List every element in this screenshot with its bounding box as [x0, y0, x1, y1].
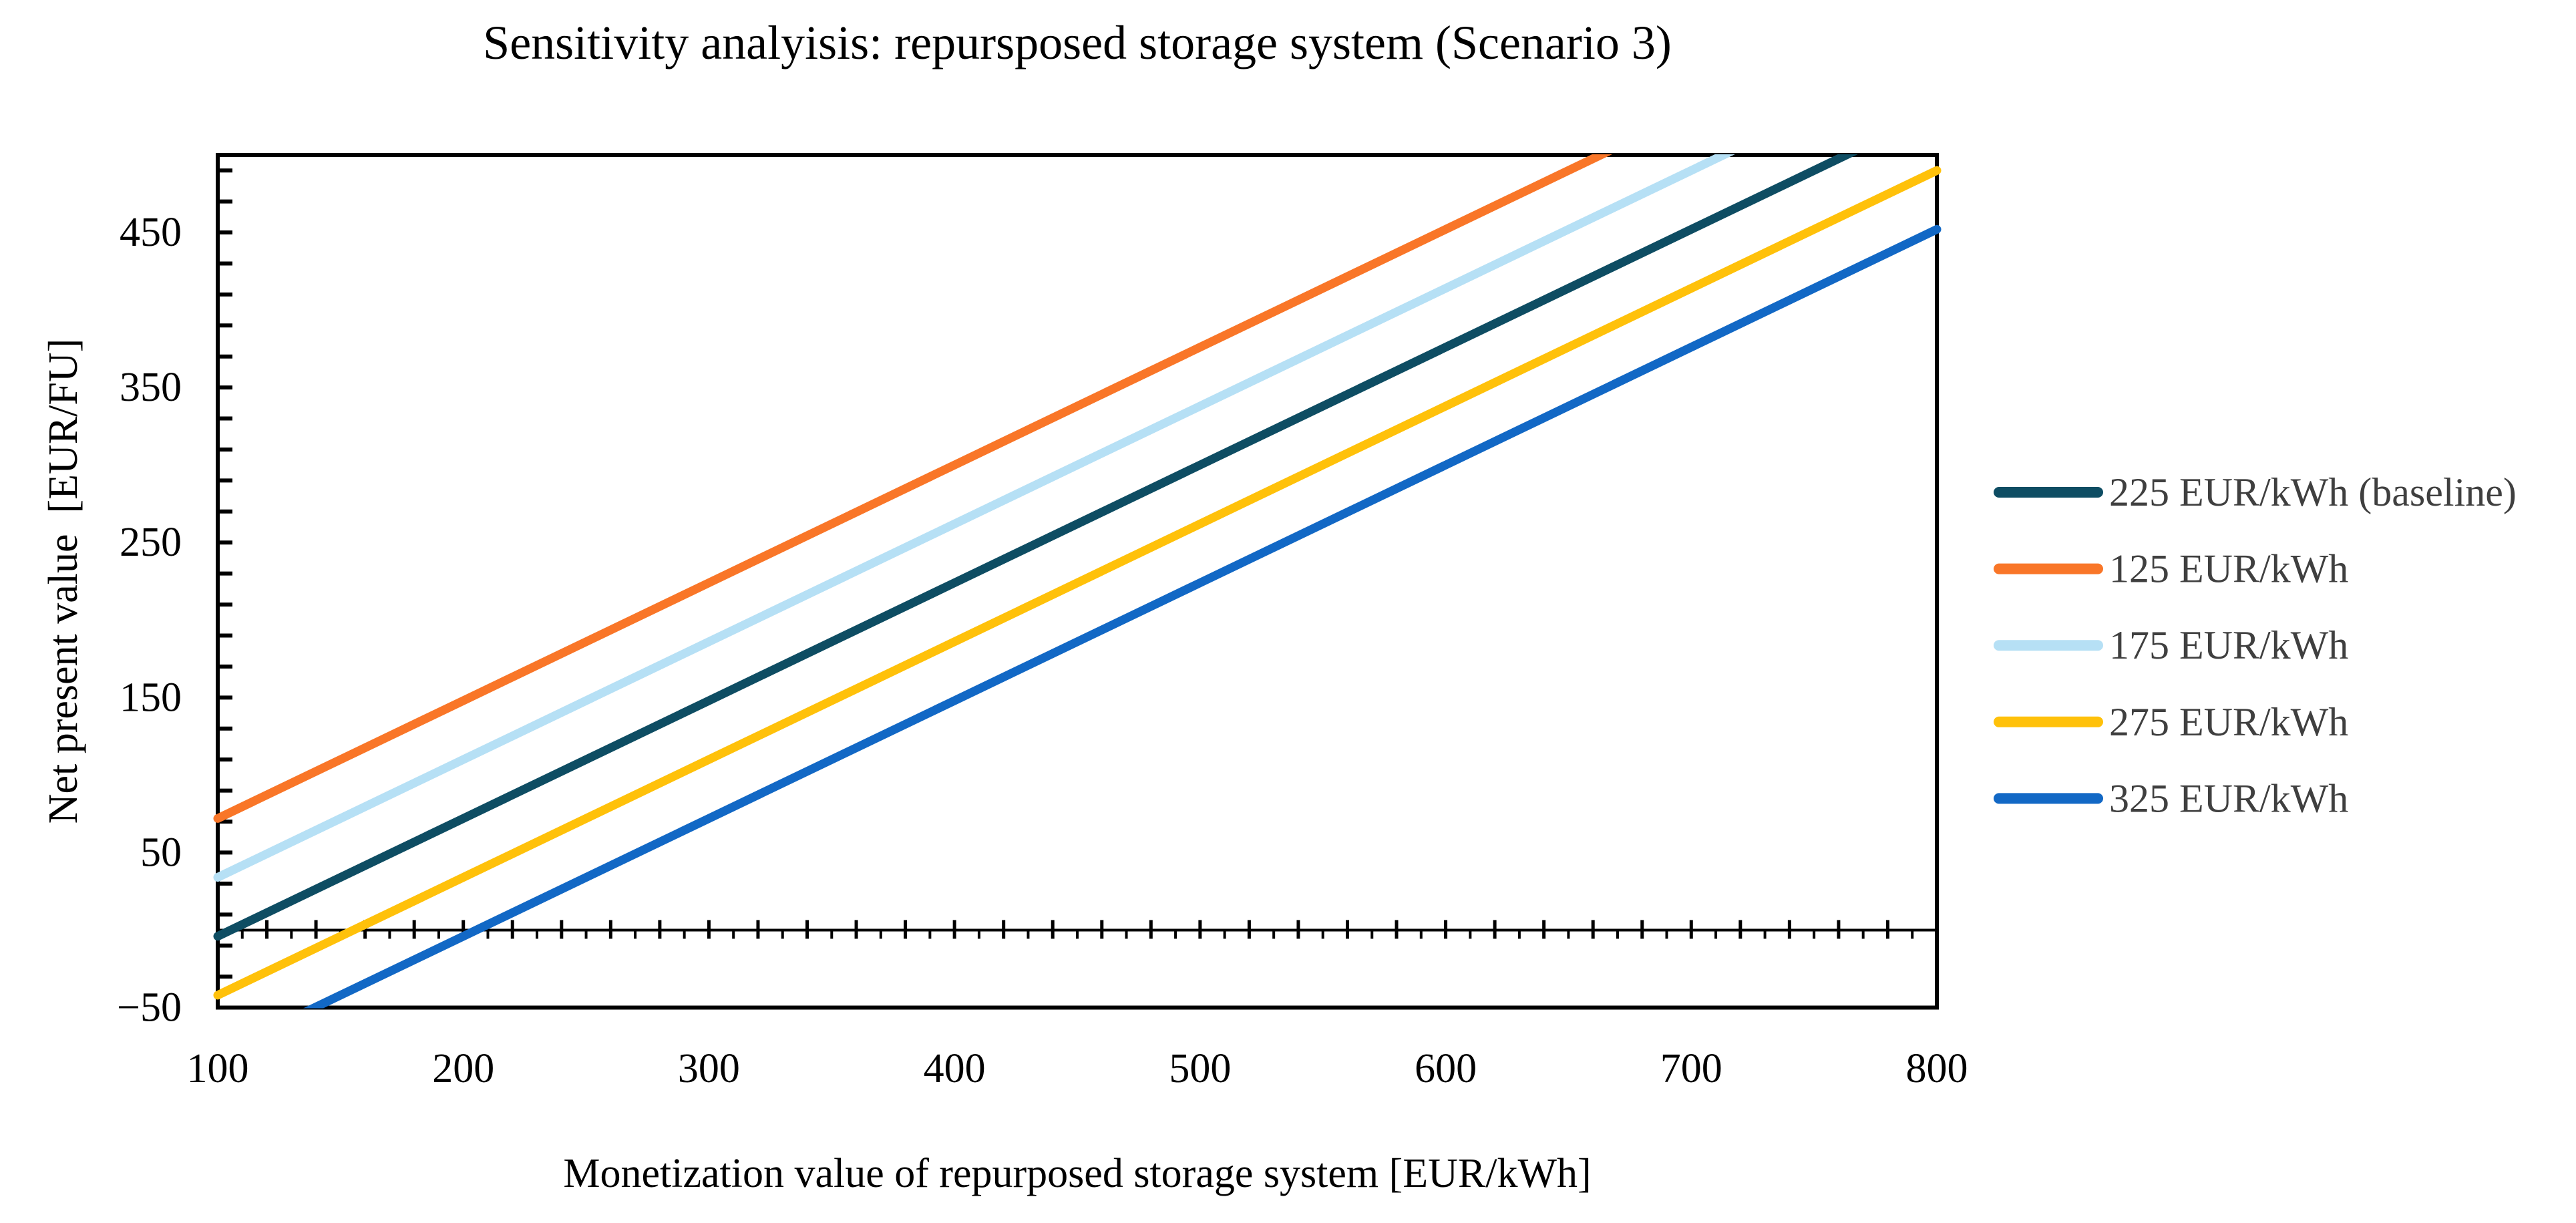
- legend-label: 325 EUR/kWh: [2109, 776, 2348, 820]
- legend-item: 125 EUR/kWh: [1994, 547, 2348, 591]
- y-tick-label: 250: [120, 520, 182, 565]
- y-tick-label: 150: [120, 675, 182, 720]
- legend-label: 225 EUR/kWh (baseline): [2109, 470, 2517, 514]
- legend-label: 275 EUR/kWh: [2109, 700, 2348, 744]
- legend-item: 275 EUR/kWh: [1994, 700, 2348, 744]
- plot-area-border: [216, 153, 1939, 1010]
- y-tick-label: 350: [120, 365, 182, 410]
- legend-item: 325 EUR/kWh: [1994, 776, 2348, 820]
- y-tick-label: −50: [117, 985, 182, 1031]
- series-line-225: [213, 154, 1858, 941]
- chart-title: Sensitivity analyisis: repursposed stora…: [483, 16, 1672, 69]
- series-line-175: [213, 154, 1735, 882]
- series-line-275: [213, 166, 1942, 1000]
- x-tick-label: 400: [924, 1046, 986, 1091]
- x-tick-label: 700: [1660, 1046, 1722, 1091]
- series-line-325: [303, 224, 1942, 1009]
- y-axis-title: Net present value [EUR/FU]: [41, 339, 86, 824]
- legend-label: 125 EUR/kWh: [2109, 547, 2348, 591]
- y-tick-label: 450: [120, 210, 182, 255]
- x-tick-label: 500: [1169, 1046, 1231, 1091]
- legend-item: 225 EUR/kWh (baseline): [1994, 470, 2517, 514]
- series-line-125: [213, 154, 1612, 823]
- x-tick-label: 800: [1906, 1046, 1968, 1091]
- x-axis-title: Monetization value of repurposed storage…: [563, 1151, 1591, 1196]
- x-tick-label: 100: [187, 1046, 249, 1091]
- y-tick-label: 50: [140, 830, 182, 875]
- legend-item: 175 EUR/kWh: [1994, 623, 2348, 667]
- legend-label: 175 EUR/kWh: [2109, 623, 2348, 667]
- x-tick-label: 600: [1415, 1046, 1477, 1091]
- x-tick-label: 200: [432, 1046, 494, 1091]
- x-tick-label: 300: [678, 1046, 740, 1091]
